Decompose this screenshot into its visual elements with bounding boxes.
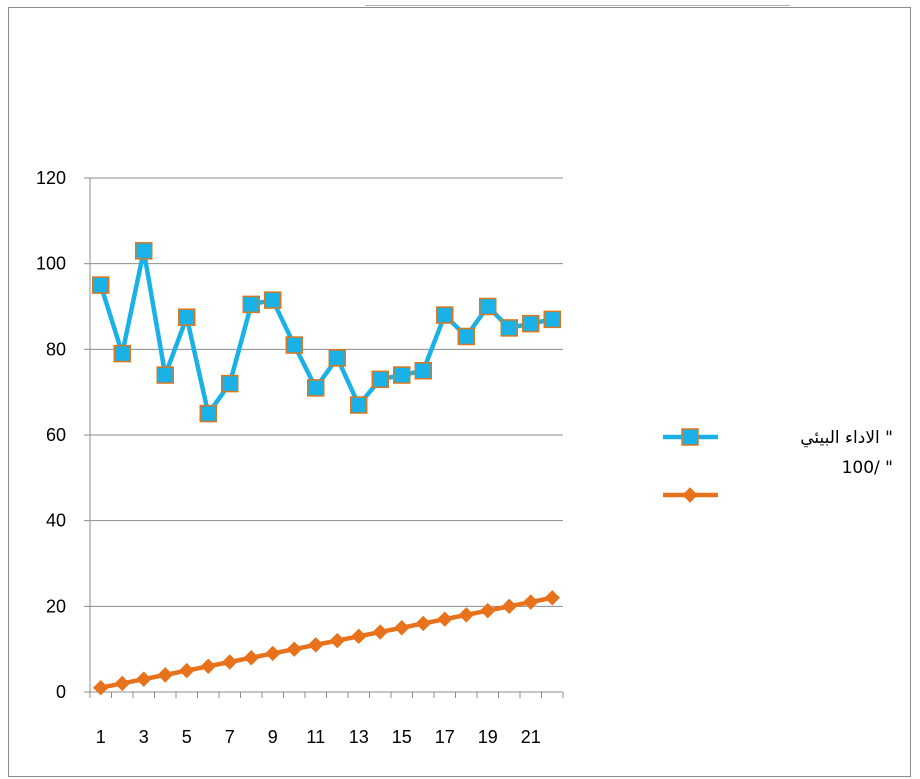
x-tick-label: 21 — [521, 727, 541, 747]
data-point — [157, 667, 173, 683]
data-point — [221, 374, 239, 393]
data-point — [199, 404, 217, 423]
data-point — [414, 362, 432, 380]
data-point — [437, 611, 453, 627]
data-point — [113, 344, 131, 363]
chart-frame — [8, 7, 911, 777]
data-point — [178, 308, 196, 326]
x-tick-label: 3 — [139, 727, 149, 747]
x-tick-label: 7 — [225, 727, 235, 747]
data-point — [93, 680, 109, 696]
data-point — [135, 242, 153, 260]
data-point — [242, 295, 260, 314]
legend-label: 100/ " — [842, 458, 893, 478]
y-tick-label: 100 — [36, 254, 66, 274]
data-point — [393, 366, 411, 384]
data-point — [457, 327, 475, 346]
y-tick-label: 60 — [46, 425, 66, 445]
data-point — [265, 645, 281, 662]
data-point — [543, 310, 561, 329]
data-point — [372, 624, 388, 640]
series-line — [98, 248, 553, 416]
data-point — [480, 602, 496, 619]
x-tick-label: 11 — [306, 727, 325, 747]
series-diamond-markers — [93, 590, 560, 696]
legend: الاداء البيئي " 100/ " — [663, 428, 893, 503]
data-point — [264, 291, 282, 309]
legend-label: الاداء البيئي " — [800, 428, 893, 448]
data-point — [156, 366, 174, 384]
data-point — [350, 396, 368, 414]
data-point — [544, 590, 560, 606]
data-point — [351, 628, 367, 645]
series-line — [100, 595, 553, 690]
data-point — [136, 671, 152, 687]
data-point — [114, 675, 130, 692]
data-point — [394, 620, 410, 636]
data-point — [371, 370, 389, 389]
data-point — [92, 276, 110, 294]
x-tick-labels: 1 3 5 7 9 11 13 15 17 19 21 — [96, 727, 541, 747]
data-point — [479, 297, 497, 316]
data-point — [200, 658, 216, 675]
y-tick-label: 80 — [46, 339, 66, 359]
data-point — [501, 598, 517, 615]
y-tick-label: 0 — [56, 682, 66, 702]
data-point — [328, 349, 346, 367]
data-point — [243, 650, 259, 666]
data-point — [329, 632, 345, 649]
x-tick-label: 5 — [182, 727, 192, 747]
series — [92, 242, 561, 696]
x-tick-label: 15 — [392, 727, 412, 747]
legend-swatch-marker — [682, 487, 698, 503]
y-tick-label: 20 — [46, 596, 66, 616]
gridlines — [90, 177, 563, 607]
data-point — [307, 379, 325, 397]
y-tick-labels: 0 20 40 60 80 100 120 — [36, 168, 66, 702]
legend-entry — [663, 487, 718, 503]
x-tick-label: 1 — [96, 727, 106, 747]
data-point — [523, 594, 539, 610]
data-point — [436, 306, 454, 324]
legend-entry: الاداء البيئي " 100/ " — [663, 428, 893, 478]
series-square-markers — [92, 242, 561, 423]
x-tick-label: 9 — [268, 727, 278, 747]
data-point — [308, 637, 324, 653]
x-tick-label: 17 — [435, 727, 455, 747]
y-tick-label: 120 — [36, 168, 66, 188]
y-tick-label: 40 — [46, 511, 66, 531]
data-point — [500, 319, 518, 337]
data-point — [285, 336, 303, 354]
x-tick-label: 19 — [478, 727, 498, 747]
data-point — [179, 662, 195, 679]
axes — [84, 177, 564, 698]
data-point — [522, 314, 540, 333]
data-point — [415, 615, 431, 632]
data-point — [458, 607, 474, 623]
legend-swatch-marker — [681, 428, 699, 446]
data-point — [222, 654, 238, 670]
frame-top-edge — [365, 5, 790, 6]
x-tick-label: 13 — [349, 727, 369, 747]
data-point — [286, 641, 302, 657]
